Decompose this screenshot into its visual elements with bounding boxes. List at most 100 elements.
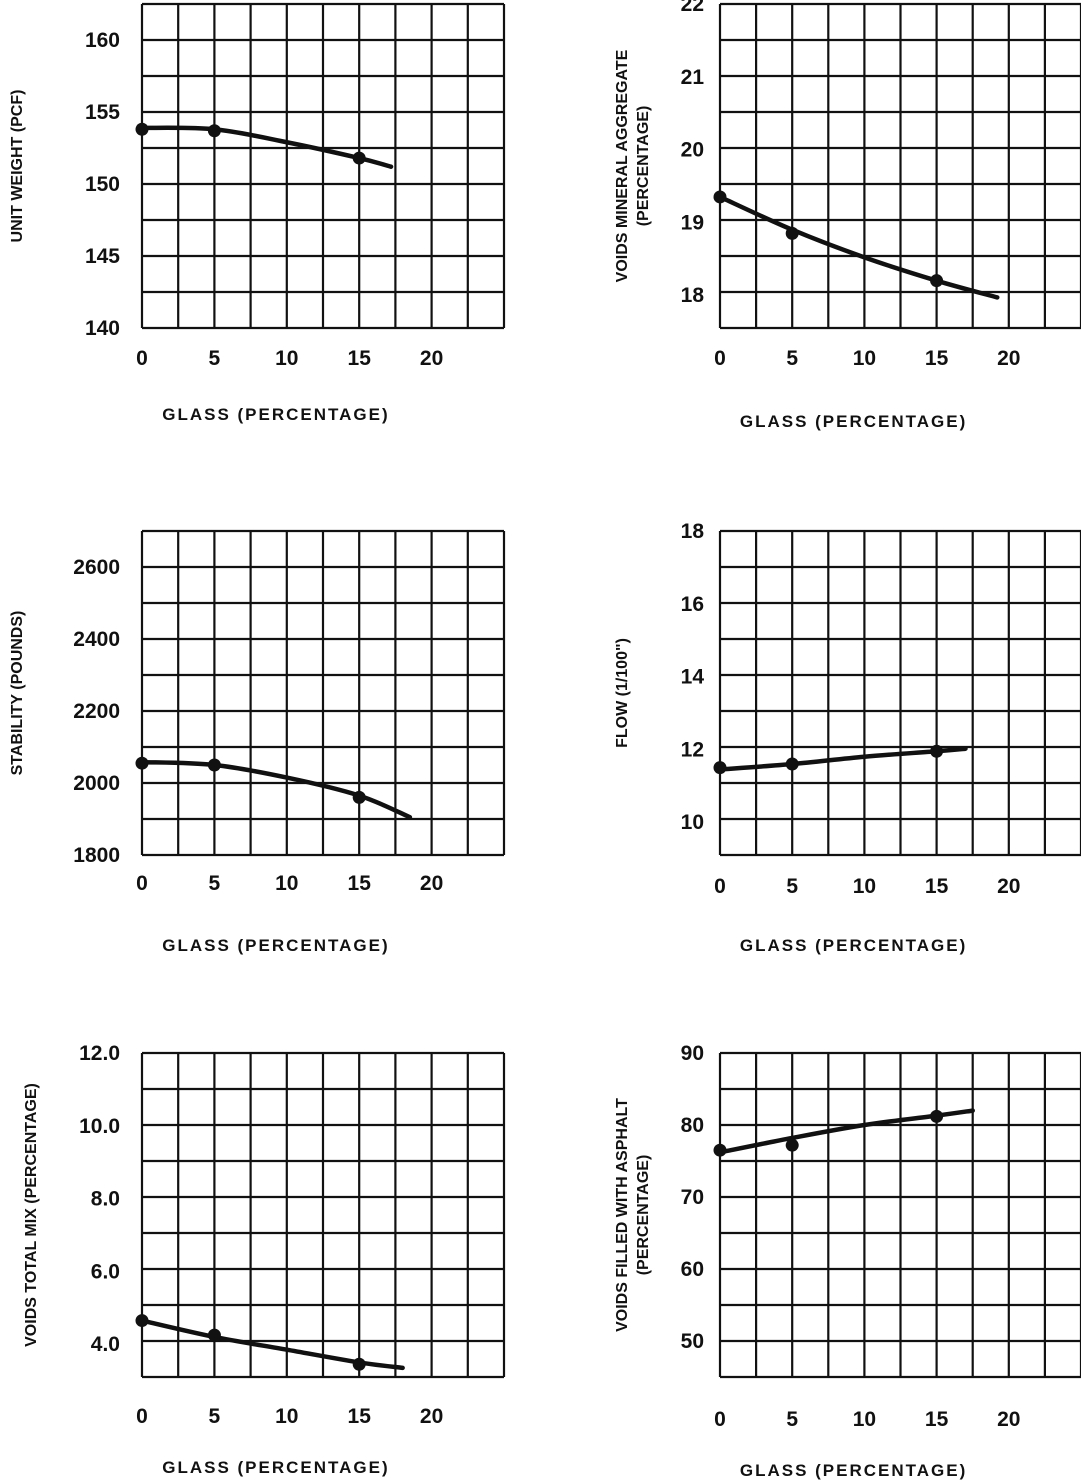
x-axis-title: GLASS (PERCENTAGE)	[162, 1458, 389, 1477]
x-axis-title: GLASS (PERCENTAGE)	[740, 412, 967, 431]
data-point	[713, 190, 727, 204]
y-tick-label: 4.0	[91, 1333, 120, 1356]
y-tick-label: 2600	[73, 556, 120, 579]
data-point	[352, 151, 366, 165]
x-tick-label: 0	[714, 1408, 726, 1431]
data-point	[930, 1109, 944, 1123]
y-tick-label: 140	[85, 317, 120, 340]
x-tick-label: 5	[786, 347, 798, 370]
data-point	[135, 756, 149, 770]
data-point	[930, 744, 944, 758]
x-tick-label: 5	[209, 1405, 221, 1428]
data-point	[135, 1314, 149, 1328]
panel-unit-weight: 0 5 10 15 20 140 145 150 155 160 GLASS (PERCENTAGE…	[9, 2, 506, 424]
y-tick-label: 90	[681, 1042, 704, 1065]
y-axis-title: (PERCENTAGE)	[635, 106, 652, 227]
x-tick-label: 5	[209, 347, 221, 370]
data-point	[785, 757, 799, 771]
y-tick-label: 16	[681, 593, 704, 616]
y-axis-title: (PERCENTAGE)	[635, 1155, 652, 1276]
x-tick-label: 5	[209, 872, 221, 895]
x-tick-label: 15	[925, 1408, 949, 1431]
series-line	[717, 746, 968, 772]
x-axis-title: GLASS (PERCENTAGE)	[162, 405, 389, 424]
panel-vtm: 0 5 10 15 20 4.0 6.0 8.0 10.0 12.0 GLASS (PERCENTA…	[23, 1042, 506, 1477]
x-tick-label: 15	[925, 875, 949, 898]
x-tick-label: 15	[348, 347, 372, 370]
y-tick-label: 18	[681, 284, 705, 307]
grid	[718, 2, 1081, 330]
x-tick-label: 0	[714, 347, 726, 370]
grid	[718, 529, 1081, 857]
grid	[718, 1051, 1081, 1379]
x-tick-label: 10	[275, 872, 298, 895]
series-line	[717, 194, 1000, 300]
x-tick-label: 0	[714, 875, 726, 898]
x-tick-label: 10	[853, 347, 876, 370]
x-tick-label: 20	[997, 347, 1020, 370]
y-axis-title: VOIDS MINERAL AGGREGATE	[614, 49, 631, 282]
y-tick-label: 18	[681, 520, 705, 543]
y-tick-label: 80	[681, 1114, 704, 1137]
y-tick-label: 2200	[73, 700, 120, 723]
grid	[140, 529, 506, 857]
y-axis-title: UNIT WEIGHT (PCF)	[9, 90, 26, 243]
x-tick-label: 5	[786, 875, 798, 898]
x-tick-label: 10	[853, 875, 876, 898]
x-tick-label: 15	[348, 1405, 372, 1428]
panel-flow: 0 5 10 15 20 10 12 14 16 18 GLASS (PERCENTAGE) FLOW…	[614, 520, 1081, 955]
data-point	[135, 122, 149, 136]
series-line	[717, 1108, 975, 1155]
y-tick-label: 2000	[73, 772, 120, 795]
x-tick-label: 0	[136, 1405, 148, 1428]
y-tick-label: 14	[681, 666, 705, 689]
x-tick-label: 15	[925, 347, 949, 370]
x-tick-label: 10	[853, 1408, 876, 1431]
y-tick-label: 2400	[73, 628, 120, 651]
grid	[140, 1051, 506, 1379]
y-tick-label: 160	[85, 29, 120, 52]
data-point	[207, 758, 221, 772]
y-tick-label: 60	[681, 1258, 704, 1281]
data-point	[785, 226, 799, 240]
data-point	[930, 274, 944, 288]
y-tick-label: 10	[681, 811, 704, 834]
data-point	[785, 1138, 799, 1152]
y-tick-label: 10.0	[79, 1115, 120, 1138]
y-tick-label: 6.0	[91, 1260, 120, 1283]
panel-stability: 0 5 10 15 20 1800 2000 2200 2400 2600 GLASS (PERCE…	[9, 529, 506, 955]
y-tick-label: 20	[681, 139, 704, 162]
x-tick-label: 20	[420, 1405, 443, 1428]
x-tick-label: 5	[786, 1408, 798, 1431]
x-tick-label: 20	[420, 347, 443, 370]
x-axis-title: GLASS (PERCENTAGE)	[740, 936, 967, 955]
data-point	[207, 1328, 221, 1342]
y-tick-label: 22	[681, 0, 704, 16]
y-tick-label: 155	[85, 101, 120, 124]
series-line	[139, 759, 413, 820]
panel-vma: 0 5 10 15 20 18 19 20 21 22 GLASS (PERCENTAGE) VOID…	[614, 0, 1081, 431]
x-tick-label: 0	[136, 347, 148, 370]
x-tick-label: 10	[275, 1405, 298, 1428]
y-tick-label: 70	[681, 1186, 704, 1209]
x-axis-title: GLASS (PERCENTAGE)	[162, 936, 389, 955]
y-axis-title: STABILITY (POUNDS)	[9, 611, 26, 776]
grid	[140, 2, 506, 330]
y-axis-title: VOIDS FILLED WITH ASPHALT	[614, 1098, 631, 1332]
y-tick-label: 21	[681, 66, 705, 89]
y-tick-label: 1800	[73, 844, 120, 867]
y-tick-label: 150	[85, 173, 120, 196]
x-tick-label: 10	[275, 347, 298, 370]
y-tick-label: 12	[681, 738, 704, 761]
data-point	[352, 790, 366, 804]
x-tick-label: 20	[420, 872, 443, 895]
y-tick-label: 12.0	[79, 1042, 120, 1065]
x-tick-label: 0	[136, 872, 148, 895]
data-point	[207, 124, 221, 138]
y-tick-label: 19	[681, 211, 704, 234]
data-point	[352, 1357, 366, 1371]
y-tick-label: 50	[681, 1330, 704, 1353]
x-tick-label: 15	[348, 872, 372, 895]
y-tick-label: 8.0	[91, 1188, 120, 1211]
